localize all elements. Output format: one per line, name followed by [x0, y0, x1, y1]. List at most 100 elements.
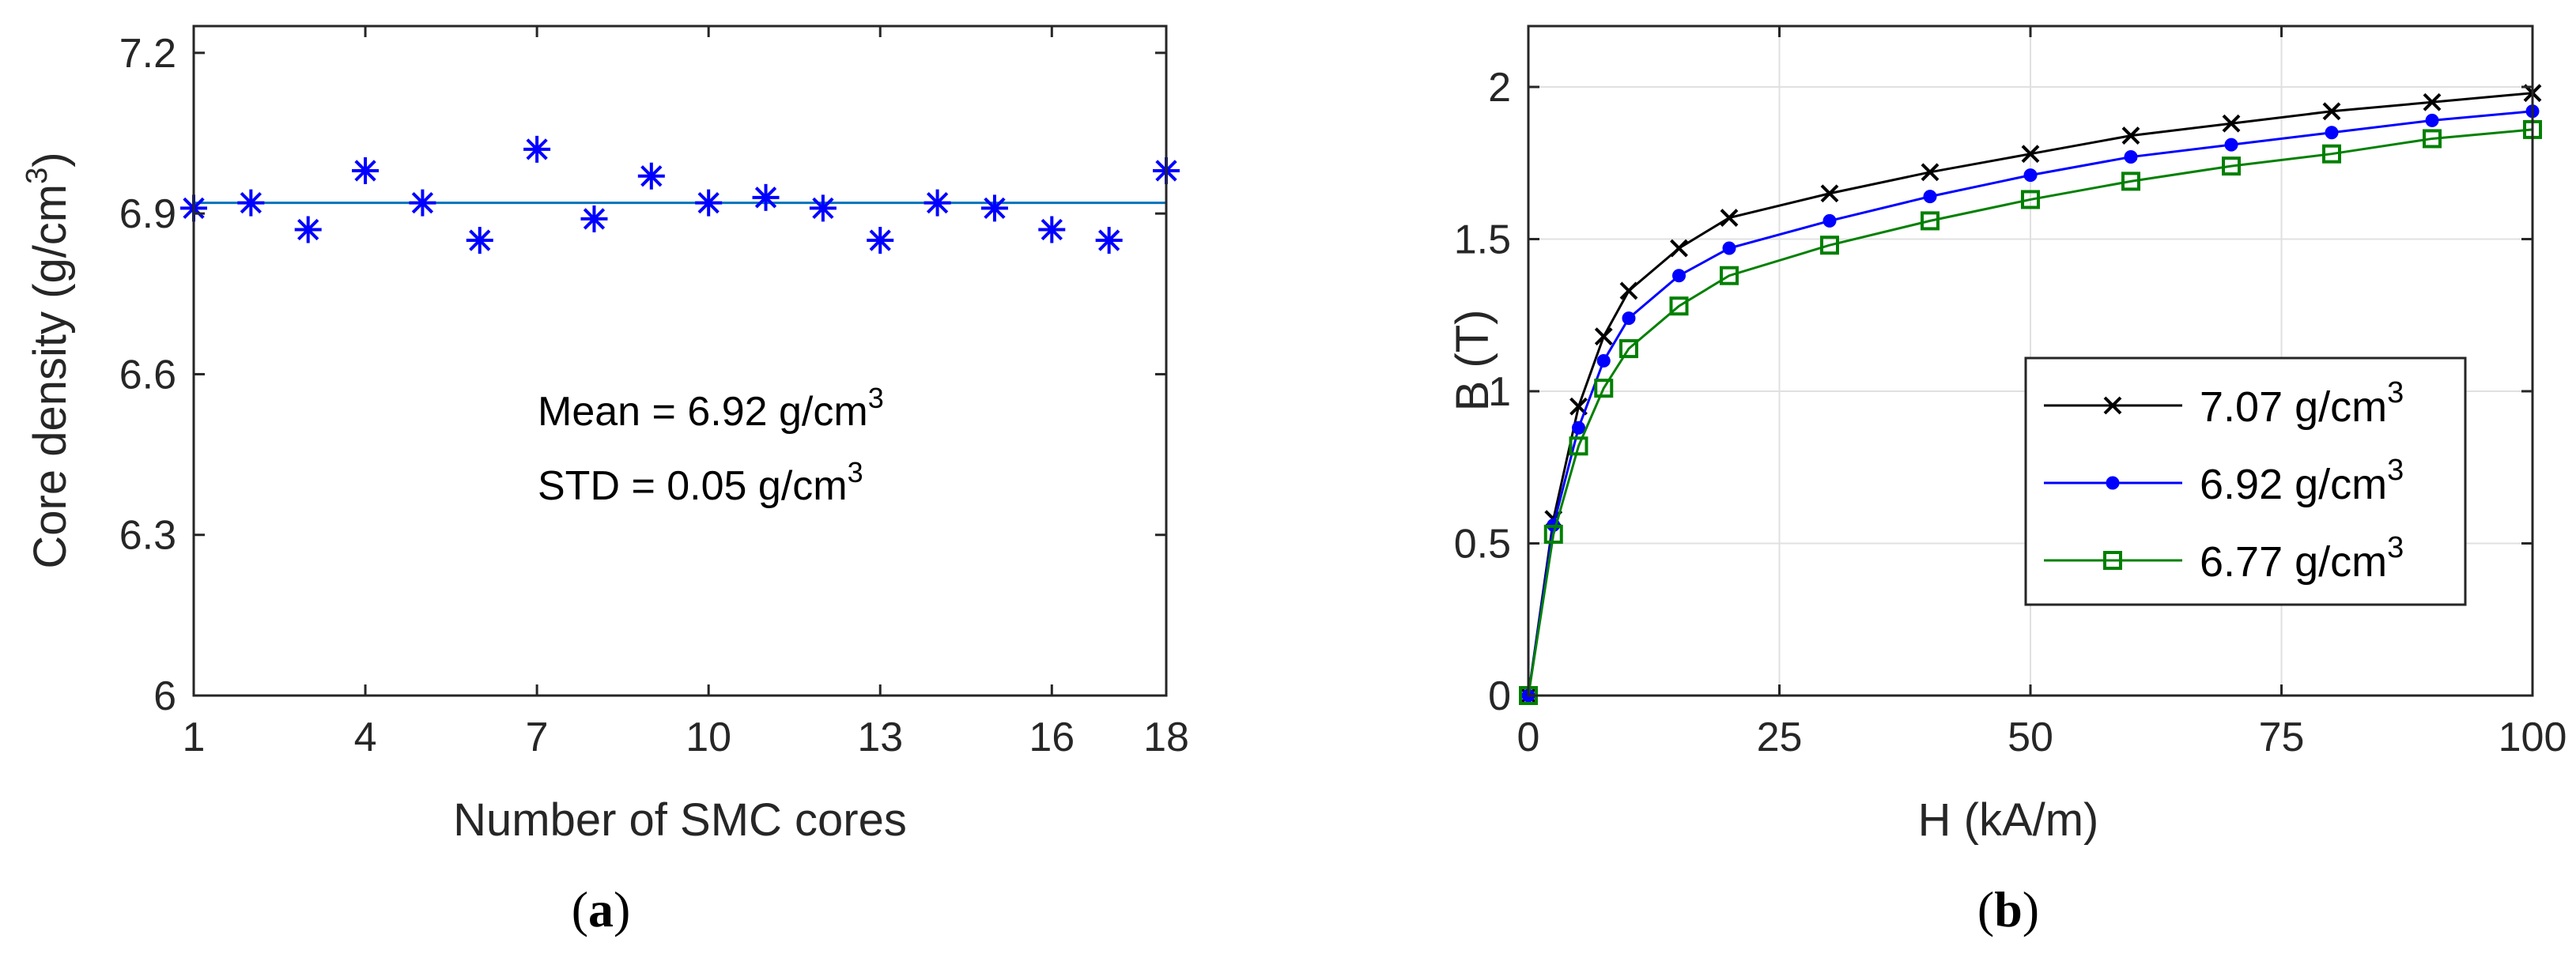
chart-b-point	[2124, 150, 2138, 164]
chart-b-point	[1669, 296, 1689, 316]
chart-a-point	[1095, 227, 1123, 255]
chart-b-point	[1594, 379, 1614, 398]
chart-a-point	[466, 227, 493, 255]
chart-b-panel-letter: b	[1994, 881, 2023, 937]
chart-b-point	[1569, 436, 1588, 456]
chart-b-point	[1594, 327, 1613, 346]
chart-b-point	[2423, 92, 2442, 111]
chart-b-point	[1820, 236, 1839, 255]
chart-a-annotation-std-sup: 3	[848, 456, 863, 488]
chart-a-point	[409, 189, 436, 217]
chart-b-point	[1619, 281, 1638, 300]
chart-b-point	[1619, 339, 1638, 359]
chart-b-y-ticks: 0 0.5 1 1.5 2	[1454, 65, 2533, 719]
chart-b-panel-label: (b)	[1977, 881, 2039, 937]
chart-b-x-ticks: 0 25 50 75 100	[1517, 26, 2567, 760]
chart-a-y-tick-label: 7.2	[119, 31, 176, 77]
chart-b-point	[1722, 241, 1736, 255]
chart-a-x-tick-label: 10	[686, 715, 731, 760]
chart-a-panel-label: (a)	[572, 881, 631, 937]
chart-b-point	[1572, 420, 1585, 435]
chart-b-point	[1820, 184, 1839, 203]
chart-b-series-1	[1521, 104, 2540, 703]
chart-a-annotation-std: STD = 0.05 g/cm3	[538, 456, 863, 509]
chart-a-y-axis-label: Core density (g/cm3)	[21, 152, 76, 568]
chart-a-y-axis-label-sup: 3	[21, 168, 54, 184]
chart-b-series-line	[1527, 128, 2533, 696]
chart-a-annotation-std-text: STD = 0.05 g/cm	[538, 463, 848, 509]
chart-b-x-tick-label: 50	[2008, 715, 2053, 760]
chart-a-point	[294, 216, 322, 243]
chart-b-point	[1921, 163, 1940, 182]
chart-b-legend-marker	[2103, 396, 2122, 415]
chart-b-x-tick-label: 25	[1757, 715, 1803, 760]
chart-a-point	[637, 162, 665, 190]
chart-a-annotation-mean-text: Mean = 6.92 g/cm	[538, 389, 868, 435]
chart-a-point	[237, 189, 265, 217]
chart-b-legend-label-sup: 3	[2387, 454, 2404, 487]
chart-b-point	[2021, 190, 2040, 209]
chart-b-y-axis-label: B (T)	[1447, 310, 1498, 412]
chart-b-x-axis-label: H (kA/m)	[1918, 794, 2099, 846]
chart-b-point	[1720, 266, 1739, 285]
chart-b-point	[1543, 524, 1563, 544]
chart-b-point	[2121, 126, 2140, 145]
chart-a-x-ticks: 1 4 7 10 13 16 18	[183, 26, 1189, 760]
chart-a-point	[695, 189, 723, 217]
chart-a-y-tick-label: 6.6	[119, 352, 176, 398]
chart-b-point	[1720, 209, 1739, 227]
chart-b-legend-label: 7.07 g/cm3	[2200, 376, 2404, 431]
chart-a-point	[580, 205, 608, 232]
chart-b-x-tick-label: 0	[1517, 715, 1540, 760]
chart-b-point	[2222, 156, 2241, 176]
chart-a-point	[523, 135, 551, 163]
chart-a-point	[809, 194, 837, 222]
chart-b-y-tick-label: 0	[1488, 673, 1511, 719]
chart-b-legend-box	[2024, 356, 2467, 606]
chart-b-point	[2222, 114, 2241, 133]
chart-b-legend-item: 6.77 g/cm3	[2044, 531, 2404, 586]
chart-a-y-axis-label-close: )	[25, 152, 76, 167]
chart-b-y-tick-label: 1.5	[1454, 217, 1511, 263]
chart-b-point	[2023, 168, 2038, 183]
chart-b-legend-label-sup: 3	[2387, 531, 2404, 564]
chart-b-point	[2425, 113, 2439, 127]
chart-a-y-ticks: 6 6.3 6.6 6.9 7.2	[119, 31, 1166, 719]
chart-b-point	[1921, 211, 1940, 231]
chart-a-plot-area	[194, 26, 1166, 696]
chart-a-y-tick-label: 6.9	[119, 191, 176, 237]
chart-a-y-tick-label: 6.3	[119, 513, 176, 559]
chart-a-x-tick-label: 4	[354, 715, 377, 760]
chart-b-point	[2325, 126, 2339, 140]
chart-a-x-tick-label: 18	[1143, 715, 1189, 760]
chart-a-y-axis-label-unit: (g/cm	[25, 184, 76, 299]
chart-a-x-axis-label: Number of SMC cores	[453, 794, 907, 846]
chart-a-axes-box	[192, 25, 1168, 697]
chart-b-point	[1596, 354, 1611, 368]
chart-a-point	[352, 156, 380, 184]
chart-b-point	[2423, 129, 2442, 149]
chart-b-legend-label-text: 7.07 g/cm	[2200, 383, 2387, 431]
chart-b-x-tick-label: 75	[2259, 715, 2305, 760]
chart-a-y-axis-label-name: Core density	[25, 311, 76, 569]
chart-b-point	[1672, 269, 1686, 283]
chart-b-legend-label: 6.77 g/cm3	[2200, 531, 2404, 586]
chart-b-y-tick-label: 0.5	[1454, 522, 1511, 567]
chart-a-y-tick-label: 6	[153, 673, 176, 719]
chart-b-legend-label-sup: 3	[2387, 376, 2404, 409]
chart-b-point	[2322, 144, 2341, 164]
chart-b-point	[1670, 239, 1688, 258]
chart-b-y-tick-label: 1	[1488, 369, 1511, 415]
chart-b-x-tick-label: 100	[2499, 715, 2567, 760]
chart-a-x-tick-label: 16	[1029, 715, 1075, 760]
chart-b-legend-marker	[2106, 476, 2120, 490]
chart-a-point	[980, 194, 1008, 222]
chart-b-point	[1923, 190, 1937, 204]
chart-a-x-tick-label: 13	[857, 715, 903, 760]
chart-a-annotation-mean: Mean = 6.92 g/cm3	[538, 382, 884, 435]
chart-a-point	[752, 183, 780, 211]
chart-b-point	[2021, 145, 2040, 164]
chart-b-point	[1822, 213, 1837, 228]
